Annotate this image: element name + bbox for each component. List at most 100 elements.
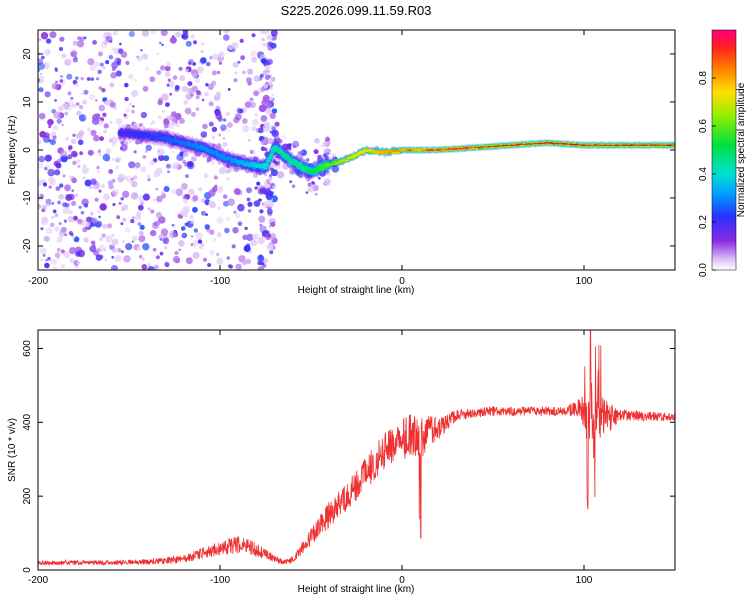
noise-blob [136,211,142,216]
noise-blob [139,224,145,230]
snr-xtick-label: -100 [210,575,230,586]
noise-blob [83,237,89,243]
noise-blob [55,80,58,84]
noise-blob [208,189,216,197]
noise-blob [276,135,279,139]
ridge-core-segment [349,157,354,159]
noise-blob [86,77,91,81]
noise-blob [61,53,67,59]
noise-blob [44,262,50,269]
noise-blob [60,74,64,79]
noise-blob [263,182,269,188]
noise-blob [216,232,222,238]
noise-blob [268,176,273,181]
noise-blob [258,104,267,113]
noise-blob [84,179,92,187]
ridge-core-segment [388,151,393,154]
noise-blob [131,90,139,98]
ridge-core-segment [331,161,337,163]
noise-blob [40,227,44,231]
noise-blob [203,173,209,179]
noise-blob [187,81,193,87]
noise-blob [140,49,143,52]
spectrogram-xlabel: Height of straight line (km) [298,285,415,296]
noise-blob [97,69,102,75]
noise-blob [157,115,162,120]
noise-blob [211,126,218,133]
noise-blob [281,143,289,151]
noise-blob [157,100,163,106]
noise-blob [217,206,221,210]
noise-blob [189,214,194,219]
noise-blob [51,216,55,219]
noise-blob [234,71,238,75]
noise-blob [166,61,172,67]
noise-blob [122,190,130,198]
noise-blob [109,99,113,104]
noise-blob [198,245,203,250]
noise-blob [90,240,96,246]
noise-blob [185,257,193,265]
noise-blob [258,215,266,223]
noise-blob [105,148,112,155]
noise-blob [261,37,265,42]
noise-blob [96,210,101,214]
noise-blob [157,174,161,177]
noise-blob [264,102,272,109]
noise-blob [92,40,97,45]
noise-blob [76,110,82,116]
noise-blob [77,218,83,224]
noise-blob [252,118,259,126]
noise-blob [64,60,69,66]
colorbar-tick-label: 0.0 [698,263,709,277]
noise-blob [112,202,116,207]
noise-blob [53,111,61,119]
noise-blob [206,157,212,162]
noise-blob [182,205,191,214]
noise-blob [260,58,267,64]
noise-blob [181,232,188,239]
noise-blob [140,201,144,205]
noise-blob [92,113,100,122]
noise-blob [305,191,309,194]
noise-blob [256,181,261,186]
ridge-core-segment [344,159,350,162]
noise-blob [70,96,74,100]
noise-blob [216,257,224,265]
noise-blob [109,120,113,124]
noise-blob [111,247,117,253]
noise-blob [38,155,45,163]
noise-blob [55,186,61,192]
noise-blob [137,56,143,62]
noise-blob [132,175,138,180]
noise-blob [79,36,85,42]
noise-blob [218,51,225,58]
noise-blob [268,96,273,101]
noise-blob [101,88,106,93]
noise-blob [170,111,177,117]
noise-blob [265,108,272,115]
noise-blob [121,239,126,244]
noise-blob [65,137,69,141]
noise-blob [164,71,171,78]
noise-blob [146,174,151,179]
noise-blob [111,66,116,72]
noise-blob [98,104,106,112]
noise-blob [68,145,73,150]
noise-blob [169,92,173,96]
noise-blob [205,83,209,87]
noise-blob [108,54,114,60]
noise-blob [104,258,108,262]
noise-blob [150,122,154,126]
noise-blob [220,124,227,131]
noise-blob [215,252,220,257]
noise-blob [142,243,150,251]
noise-blob [202,123,208,130]
noise-blob [204,91,209,97]
noise-blob [63,219,67,223]
noise-blob [155,187,159,191]
noise-blob [195,90,201,96]
noise-blob [266,243,274,251]
noise-blob [192,195,199,201]
noise-blob [107,32,113,37]
